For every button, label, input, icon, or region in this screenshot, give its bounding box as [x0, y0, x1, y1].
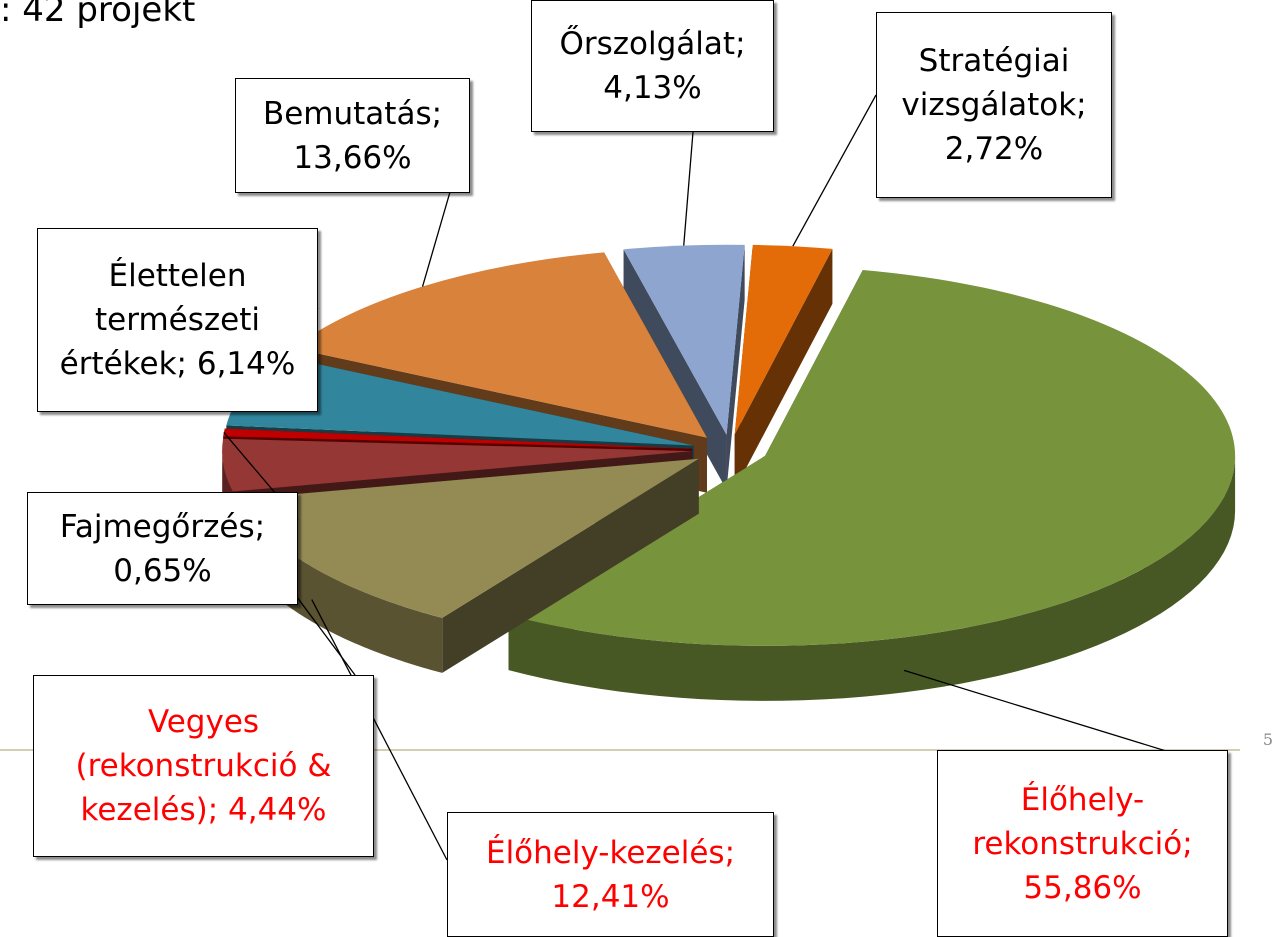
pie-slice [734, 244, 833, 490]
slice-top [508, 270, 1236, 646]
slice-top [623, 244, 745, 435]
data-label: Bemutatás; 13,66% [235, 78, 470, 193]
leader-line [311, 599, 448, 861]
leader-line [683, 131, 694, 246]
slice-side [734, 248, 833, 490]
data-label: Vegyes (rekonstrukció & kezelés); 4,44% [33, 675, 374, 857]
slice-side [726, 244, 745, 490]
page-number: 5 [1262, 730, 1273, 749]
slice-top [222, 438, 693, 492]
data-label: Őrszolgálat; 4,13% [531, 0, 774, 132]
data-label: Élőhely-rekonstrukció; 55,86% [937, 750, 1228, 937]
slice-top [734, 244, 833, 435]
slice-top [239, 458, 699, 618]
data-label: Élőhely-kezelés; 12,41% [447, 812, 774, 937]
slice-top [226, 355, 694, 446]
slice-top [223, 428, 693, 449]
pie-slice [508, 270, 1236, 701]
slice-wall [239, 499, 443, 673]
data-label: Fajmegőrzés; 0,65% [27, 492, 298, 605]
pie-slice [239, 458, 699, 673]
leader-line [792, 94, 877, 247]
data-label: Stratégiai vizsgálatok; 2,72% [876, 12, 1112, 198]
slice-top [292, 252, 708, 438]
data-label: Élettelen természeti értékek; 6,14% [37, 228, 318, 412]
chart-title: : 42 projekt [0, 0, 196, 30]
slice-wall [508, 455, 1236, 701]
